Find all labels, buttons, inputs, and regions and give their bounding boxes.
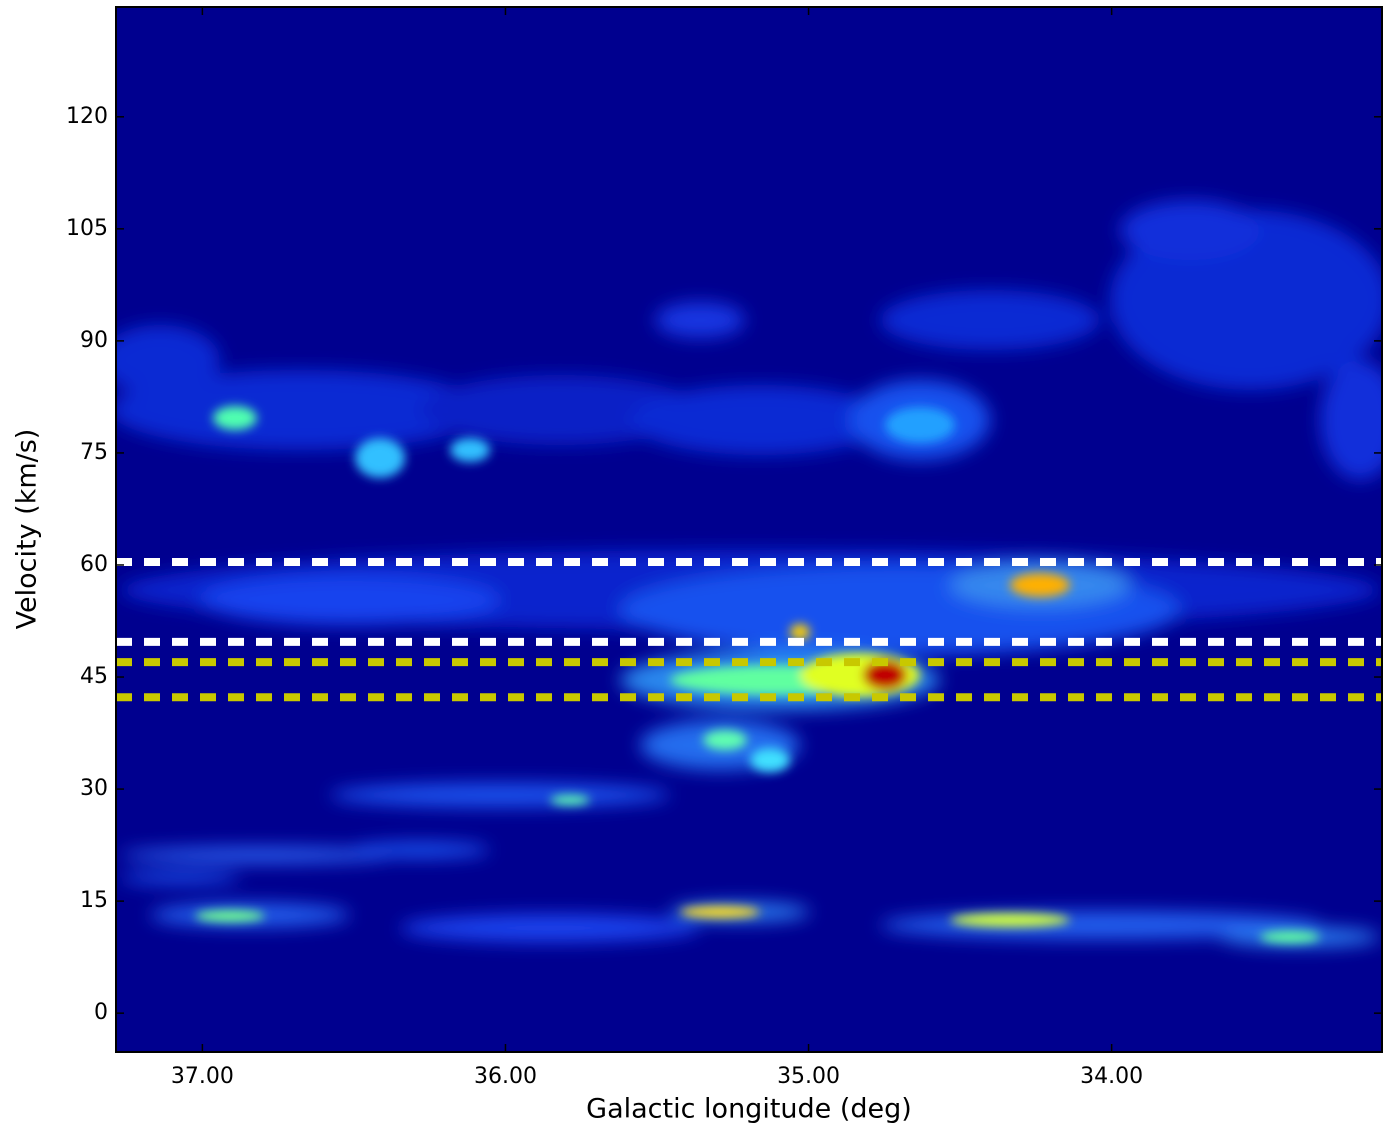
y-tick-label: 45 (80, 664, 108, 689)
plot-background (116, 7, 1382, 1052)
x-axis-label: Galactic longitude (deg) (586, 1094, 912, 1125)
y-axis-label: Velocity (km/s) (12, 429, 43, 630)
y-tick-label: 60 (80, 552, 108, 577)
y-tick-label: 120 (66, 104, 108, 129)
y-tick-label: 75 (80, 440, 108, 465)
plot-frame (115, 6, 1383, 1053)
y-tick-label: 90 (80, 328, 108, 353)
x-tick-label: 35.00 (777, 1064, 840, 1089)
y-tick-label: 30 (80, 776, 108, 801)
x-tick-label: 36.00 (474, 1064, 537, 1089)
y-tick-label: 105 (66, 216, 108, 241)
y-tick-label: 0 (94, 1000, 108, 1025)
y-tick-label: 15 (80, 888, 108, 913)
emission (116, 200, 1382, 947)
x-tick-label: 37.00 (171, 1064, 234, 1089)
x-tick-label: 34.00 (1080, 1064, 1143, 1089)
